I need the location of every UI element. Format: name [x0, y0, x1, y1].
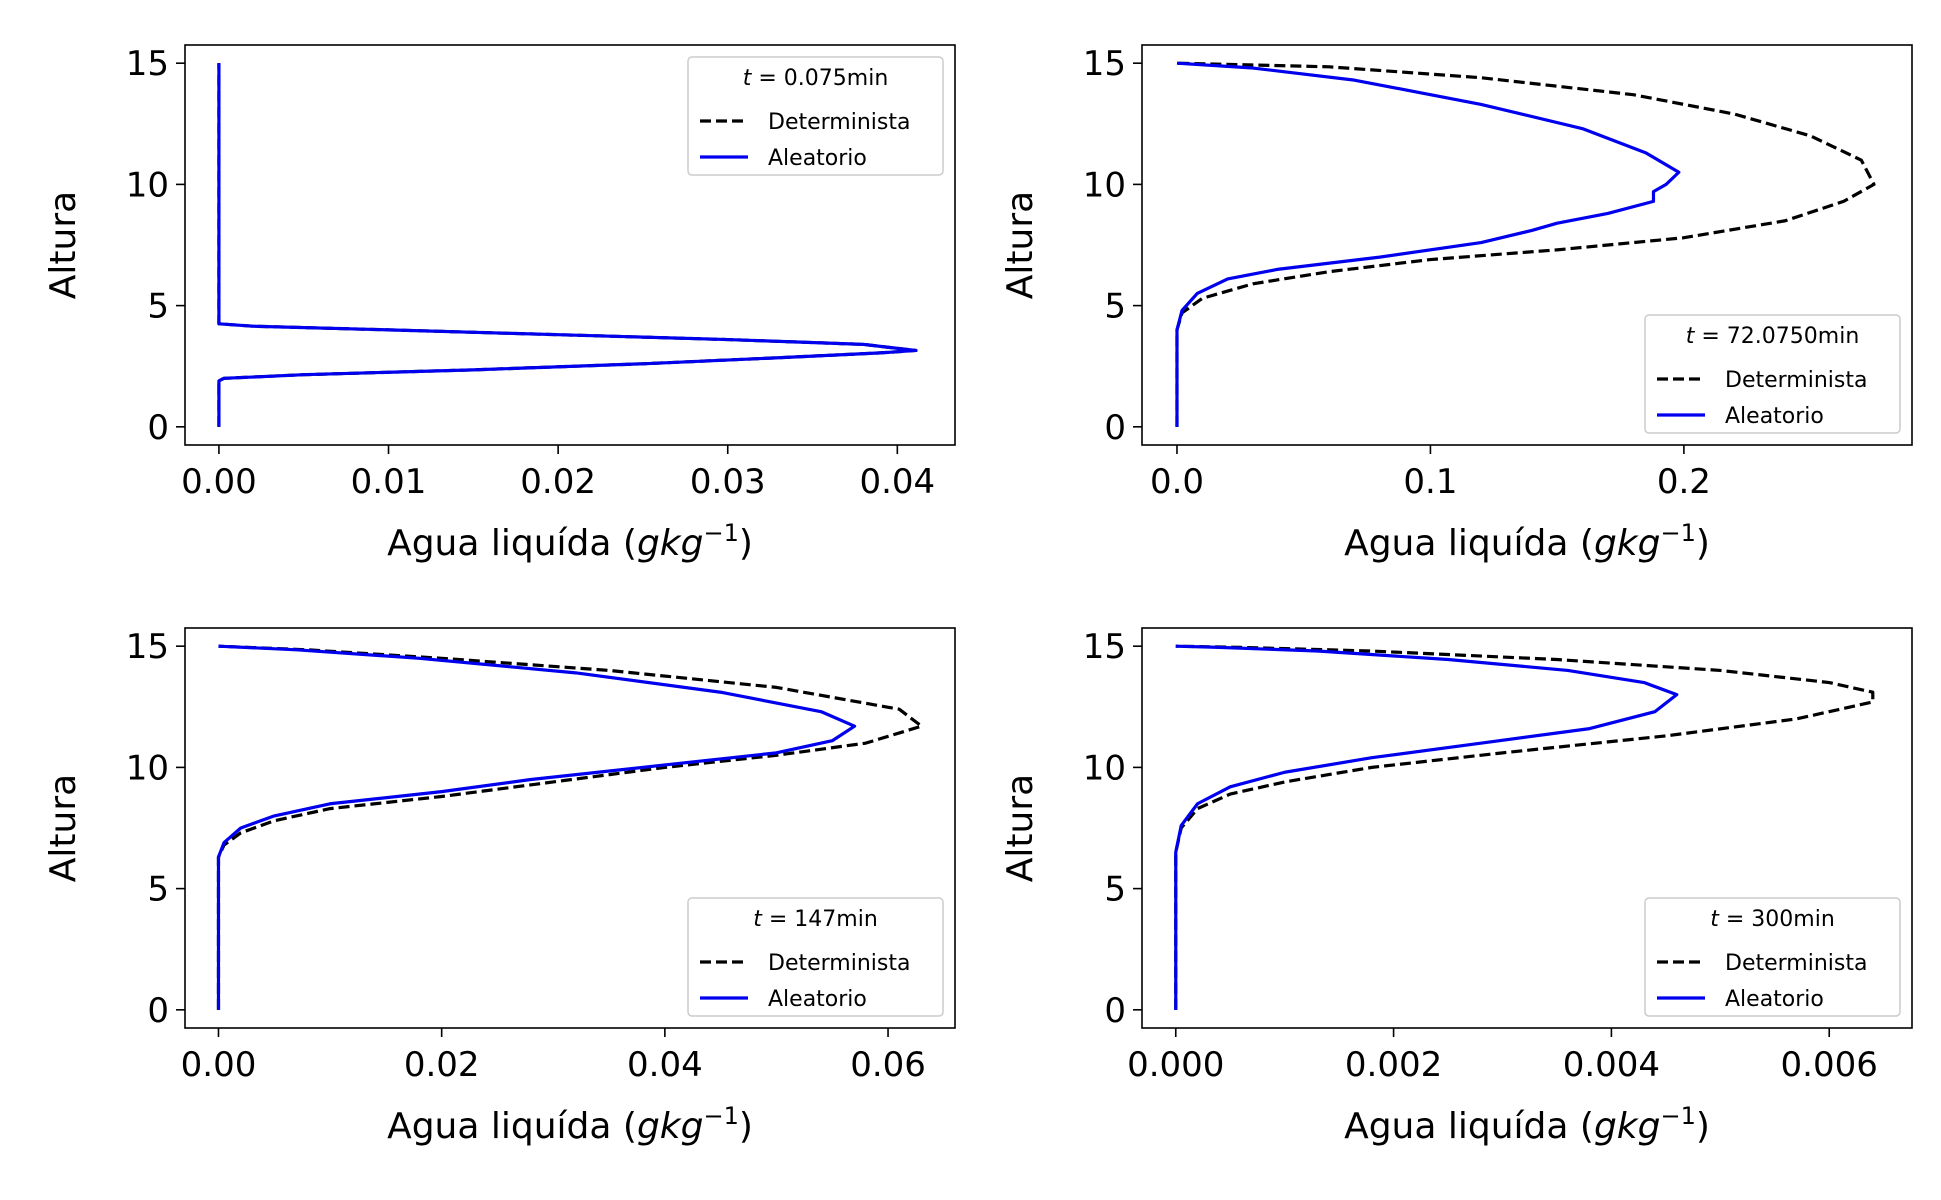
x-tick-label: 0.2	[1657, 462, 1711, 502]
subplot-3: 0.00 0.02 0.04 0.06 0 5 10 15 Agua liquída (gkg−…	[43, 627, 956, 1147]
x-tick-label: 0.00	[181, 462, 257, 502]
y-tick-label: 0	[147, 408, 169, 448]
x-tick-label: 0.06	[850, 1045, 926, 1085]
y-tick-label: 5	[1104, 870, 1126, 910]
x-tick-label: 0.1	[1403, 462, 1457, 502]
x-tick-label: 0.000	[1127, 1045, 1224, 1085]
legend: t = 300min Determinista Aleatorio	[1644, 897, 1901, 1017]
legend-box	[1644, 897, 1901, 1017]
axes-frame	[184, 44, 956, 446]
x-axis-label: Agua liquída (gkg−1)	[387, 1102, 753, 1147]
legend-title: t = 300min	[1710, 907, 1835, 932]
x-tick-label: 0.006	[1781, 1045, 1878, 1085]
x-tick-label: 0.03	[690, 462, 766, 502]
axes-frame	[1141, 627, 1913, 1029]
legend-label-determinista: Determinista	[768, 951, 910, 976]
series-line-aleatorio	[217, 63, 918, 427]
y-axis-label: Altura	[43, 774, 84, 882]
series-line-aleatorio	[1174, 644, 1679, 1010]
y-axis-label: Altura	[1000, 774, 1041, 882]
legend-label-aleatorio: Aleatorio	[1725, 404, 1824, 429]
x-tick-label: 0.0	[1150, 462, 1204, 502]
y-tick-label: 10	[126, 748, 169, 788]
y-tick-label: 10	[126, 165, 169, 205]
x-axis-label: Agua liquída (gkg−1)	[1344, 1102, 1710, 1147]
series-line-aleatorio	[1175, 61, 1681, 427]
legend: t = 147min Determinista Aleatorio	[687, 897, 944, 1017]
x-tick-label: 0.00	[181, 1045, 257, 1085]
legend-label-determinista: Determinista	[1725, 951, 1867, 976]
y-tick-label: 0	[1104, 991, 1126, 1031]
legend-title: t = 147min	[753, 907, 878, 932]
x-tick-label: 0.002	[1345, 1045, 1442, 1085]
y-tick-label: 15	[126, 627, 169, 667]
y-tick-label: 5	[1104, 287, 1126, 327]
legend-box	[687, 897, 944, 1017]
x-axis-label: Agua liquída (gkg−1)	[1344, 519, 1710, 564]
legend-box	[1644, 314, 1901, 434]
subplot-2: 0.0 0.1 0.2 0 5 10 15 Agua liquída (gkg−1) Altur…	[1000, 44, 1913, 564]
x-tick-label: 0.01	[351, 462, 427, 502]
legend: t = 0.075min Determinista Aleatorio	[687, 56, 944, 176]
legend-title: t = 72.0750min	[1686, 324, 1860, 349]
legend-label-determinista: Determinista	[768, 110, 910, 135]
x-tick-label: 0.02	[520, 462, 596, 502]
x-tick-label: 0.02	[404, 1045, 480, 1085]
series-line-determinista	[1174, 644, 1875, 1010]
y-tick-label: 0	[147, 991, 169, 1031]
y-axis-label: Altura	[1000, 191, 1041, 299]
subplot-1: 0.00 0.01 0.02 0.03 0.04 0 5 10 15 Agua liquída (…	[43, 44, 956, 564]
legend-label-aleatorio: Aleatorio	[768, 146, 867, 171]
series-line-determinista	[216, 644, 924, 1010]
axes-frame	[1141, 44, 1913, 446]
x-tick-label: 0.004	[1563, 1045, 1660, 1085]
x-axis-label: Agua liquída (gkg−1)	[387, 519, 753, 564]
x-tick-label: 0.04	[627, 1045, 703, 1085]
series-line-aleatorio	[216, 644, 857, 1010]
legend: t = 72.0750min Determinista Aleatorio	[1644, 314, 1901, 434]
y-tick-label: 0	[1104, 408, 1126, 448]
y-tick-label: 5	[147, 870, 169, 910]
y-tick-label: 10	[1083, 748, 1126, 788]
x-tick-label: 0.04	[859, 462, 935, 502]
y-axis-label: Altura	[43, 191, 84, 299]
y-tick-label: 15	[1083, 44, 1126, 84]
y-tick-label: 5	[147, 287, 169, 327]
series-line-determinista	[1175, 61, 1876, 427]
legend-label-aleatorio: Aleatorio	[1725, 987, 1824, 1012]
legend-box	[687, 56, 944, 176]
subplot-4: 0.000 0.002 0.004 0.006 0 5 10 15 Agua liquída (…	[1000, 627, 1913, 1147]
legend-label-aleatorio: Aleatorio	[768, 987, 867, 1012]
legend-label-determinista: Determinista	[1725, 368, 1867, 393]
y-tick-label: 10	[1083, 165, 1126, 205]
axes-frame	[184, 627, 956, 1029]
y-tick-label: 15	[126, 44, 169, 84]
y-tick-label: 15	[1083, 627, 1126, 667]
legend-title: t = 0.075min	[743, 66, 889, 91]
